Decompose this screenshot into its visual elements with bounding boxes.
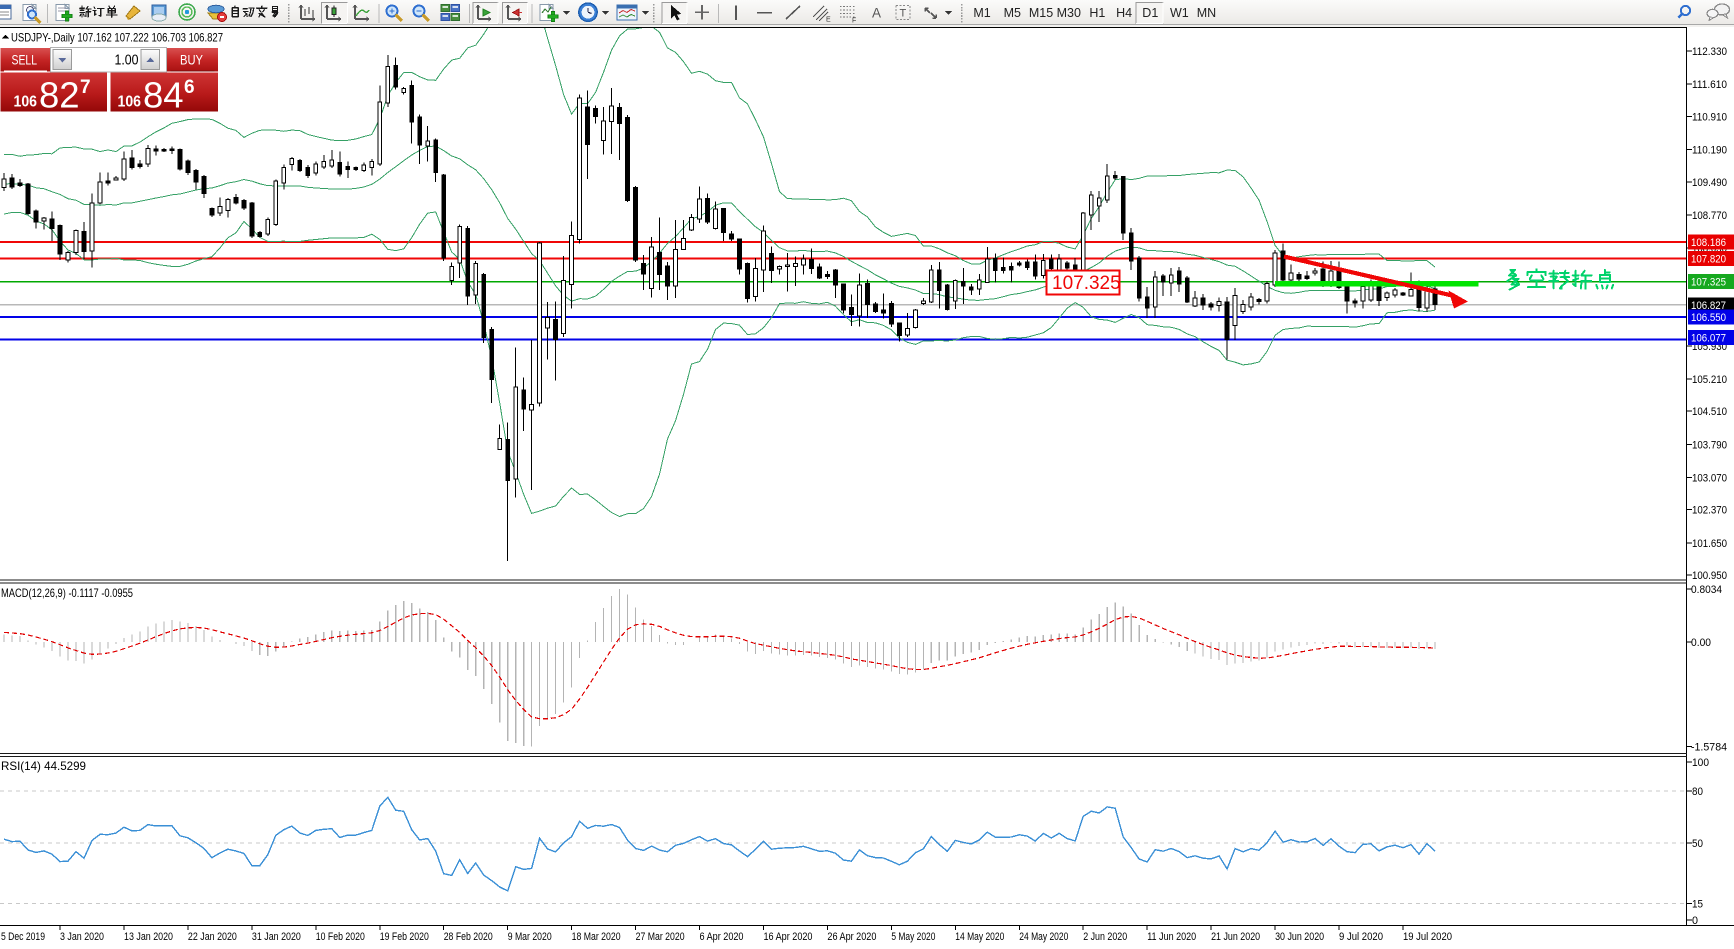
svg-text:107.325: 107.325 xyxy=(1052,273,1121,294)
svg-text:103.790: 103.790 xyxy=(1692,439,1727,451)
svg-text:BUY: BUY xyxy=(180,53,203,68)
svg-text:84: 84 xyxy=(143,75,184,116)
svg-text:26 Apr 2020: 26 Apr 2020 xyxy=(827,931,876,943)
svg-text:9 Mar 2020: 9 Mar 2020 xyxy=(508,931,552,943)
svg-text:W1: W1 xyxy=(1170,6,1189,20)
svg-text:5 May 2020: 5 May 2020 xyxy=(891,931,935,943)
svg-text:18 Mar 2020: 18 Mar 2020 xyxy=(572,931,621,943)
svg-text:-1.5784: -1.5784 xyxy=(1691,742,1727,754)
svg-text:109.490: 109.490 xyxy=(1692,177,1727,189)
svg-text:6 Apr 2020: 6 Apr 2020 xyxy=(700,931,744,943)
svg-text:MACD(12,26,9) -0.1117 -0.0955: MACD(12,26,9) -0.1117 -0.0955 xyxy=(1,586,133,600)
svg-text:103.070: 103.070 xyxy=(1692,472,1727,484)
svg-text:24 May 2020: 24 May 2020 xyxy=(1019,931,1068,943)
svg-text:9 Jul 2020: 9 Jul 2020 xyxy=(1339,931,1383,943)
svg-text:106.550: 106.550 xyxy=(1691,312,1726,324)
svg-text:A: A xyxy=(872,6,881,21)
svg-text:13 Jan 2020: 13 Jan 2020 xyxy=(124,931,173,943)
svg-text:USDJPY-,Daily 107.162 107.222: USDJPY-,Daily 107.162 107.222 106.703 10… xyxy=(11,31,223,45)
svg-text:11 Jun 2020: 11 Jun 2020 xyxy=(1147,931,1196,943)
svg-text:110.190: 110.190 xyxy=(1692,145,1727,157)
svg-text:F: F xyxy=(852,18,856,25)
svg-text:104.510: 104.510 xyxy=(1692,406,1727,418)
svg-text:0.8034: 0.8034 xyxy=(1691,584,1722,596)
svg-text:15: 15 xyxy=(1692,899,1703,911)
svg-text:0: 0 xyxy=(1692,915,1698,927)
svg-text:28 Feb 2020: 28 Feb 2020 xyxy=(444,931,493,943)
svg-text:7: 7 xyxy=(80,77,91,98)
svg-text:MN: MN xyxy=(1197,6,1216,20)
svg-text:100.950: 100.950 xyxy=(1692,570,1727,582)
svg-text:2 Jun 2020: 2 Jun 2020 xyxy=(1083,931,1127,943)
svg-text:0.00: 0.00 xyxy=(1691,637,1711,649)
svg-text:E: E xyxy=(826,17,831,24)
svg-text:82: 82 xyxy=(39,75,80,116)
svg-text:30 Jun 2020: 30 Jun 2020 xyxy=(1275,931,1324,943)
svg-text:14 May 2020: 14 May 2020 xyxy=(955,931,1004,943)
svg-text:M30: M30 xyxy=(1057,6,1081,20)
svg-text:107.820: 107.820 xyxy=(1691,254,1726,266)
svg-text:19 Feb 2020: 19 Feb 2020 xyxy=(380,931,429,943)
svg-text:H4: H4 xyxy=(1116,6,1132,20)
svg-text:1.00: 1.00 xyxy=(115,52,139,68)
svg-text:106.827: 106.827 xyxy=(1691,300,1726,312)
svg-text:106.077: 106.077 xyxy=(1691,333,1726,345)
svg-text:16 Apr 2020: 16 Apr 2020 xyxy=(764,931,813,943)
svg-text:27 Mar 2020: 27 Mar 2020 xyxy=(636,931,685,943)
svg-text:T: T xyxy=(900,8,907,20)
svg-text:RSI(14) 44.5299: RSI(14) 44.5299 xyxy=(1,759,86,773)
svg-text:10 Feb 2020: 10 Feb 2020 xyxy=(316,931,365,943)
svg-text:22 Jan 2020: 22 Jan 2020 xyxy=(188,931,237,943)
svg-text:102.370: 102.370 xyxy=(1692,505,1727,517)
svg-text:6: 6 xyxy=(184,77,195,98)
svg-text:M15: M15 xyxy=(1029,6,1053,20)
svg-text:108.186: 108.186 xyxy=(1691,237,1726,249)
svg-text:100: 100 xyxy=(1692,757,1709,769)
svg-text:H1: H1 xyxy=(1089,6,1105,20)
svg-text:19 Jul 2020: 19 Jul 2020 xyxy=(1403,931,1452,943)
svg-text:80: 80 xyxy=(1692,786,1703,798)
svg-text:3 Jan 2020: 3 Jan 2020 xyxy=(60,931,104,943)
svg-text:101.650: 101.650 xyxy=(1692,538,1727,550)
svg-text:M1: M1 xyxy=(973,6,990,20)
svg-text:106: 106 xyxy=(14,94,38,111)
svg-text:112.330: 112.330 xyxy=(1692,46,1727,58)
svg-text:31 Jan 2020: 31 Jan 2020 xyxy=(252,931,301,943)
svg-text:105.210: 105.210 xyxy=(1692,374,1727,386)
svg-text:50: 50 xyxy=(1692,838,1703,850)
svg-text:SELL: SELL xyxy=(12,53,38,68)
svg-text:110.910: 110.910 xyxy=(1692,112,1727,124)
svg-text:D1: D1 xyxy=(1142,6,1158,20)
svg-text:5 Dec 2019: 5 Dec 2019 xyxy=(1,931,45,943)
svg-text:M5: M5 xyxy=(1004,6,1021,20)
svg-text:111.610: 111.610 xyxy=(1692,79,1727,91)
svg-text:108.770: 108.770 xyxy=(1692,210,1727,222)
svg-text:21 Jun 2020: 21 Jun 2020 xyxy=(1211,931,1260,943)
svg-text:107.325: 107.325 xyxy=(1691,277,1726,289)
svg-text:106: 106 xyxy=(118,94,142,111)
